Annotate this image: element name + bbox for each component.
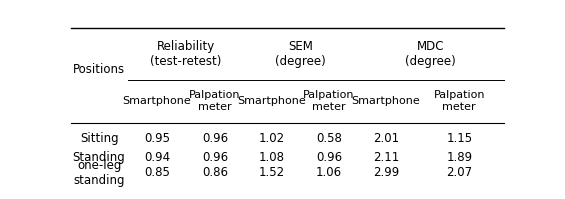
- Text: 2.11: 2.11: [373, 151, 399, 164]
- Text: 1.08: 1.08: [259, 151, 285, 164]
- Text: Smartphone: Smartphone: [238, 96, 306, 106]
- Text: Standing: Standing: [73, 151, 125, 164]
- Text: 1.06: 1.06: [316, 166, 342, 179]
- Text: Sitting: Sitting: [80, 132, 119, 144]
- Text: 2.99: 2.99: [373, 166, 399, 179]
- Text: 1.02: 1.02: [259, 132, 285, 144]
- Text: SEM
(degree): SEM (degree): [275, 40, 326, 68]
- Text: Palpation
meter: Palpation meter: [303, 91, 355, 112]
- Text: 0.95: 0.95: [144, 132, 170, 144]
- Text: Smartphone: Smartphone: [123, 96, 192, 106]
- Text: 0.58: 0.58: [316, 132, 342, 144]
- Text: 0.85: 0.85: [144, 166, 170, 179]
- Text: Palpation
meter: Palpation meter: [189, 91, 241, 112]
- Text: Smartphone: Smartphone: [351, 96, 420, 106]
- Text: 2.07: 2.07: [446, 166, 472, 179]
- Text: Reliability
(test-retest): Reliability (test-retest): [150, 40, 221, 68]
- Text: 0.96: 0.96: [202, 132, 228, 144]
- Text: one-leg
standing: one-leg standing: [73, 159, 125, 186]
- Text: 1.89: 1.89: [446, 151, 472, 164]
- Text: Positions: Positions: [73, 63, 125, 76]
- Text: 0.96: 0.96: [316, 151, 342, 164]
- Text: 1.52: 1.52: [259, 166, 285, 179]
- Text: 0.94: 0.94: [144, 151, 170, 164]
- Text: MDC
(degree): MDC (degree): [406, 40, 456, 68]
- Text: 0.86: 0.86: [202, 166, 228, 179]
- Text: Palpation
meter: Palpation meter: [433, 91, 485, 112]
- Text: 1.15: 1.15: [446, 132, 472, 144]
- Text: 0.96: 0.96: [202, 151, 228, 164]
- Text: 2.01: 2.01: [373, 132, 399, 144]
